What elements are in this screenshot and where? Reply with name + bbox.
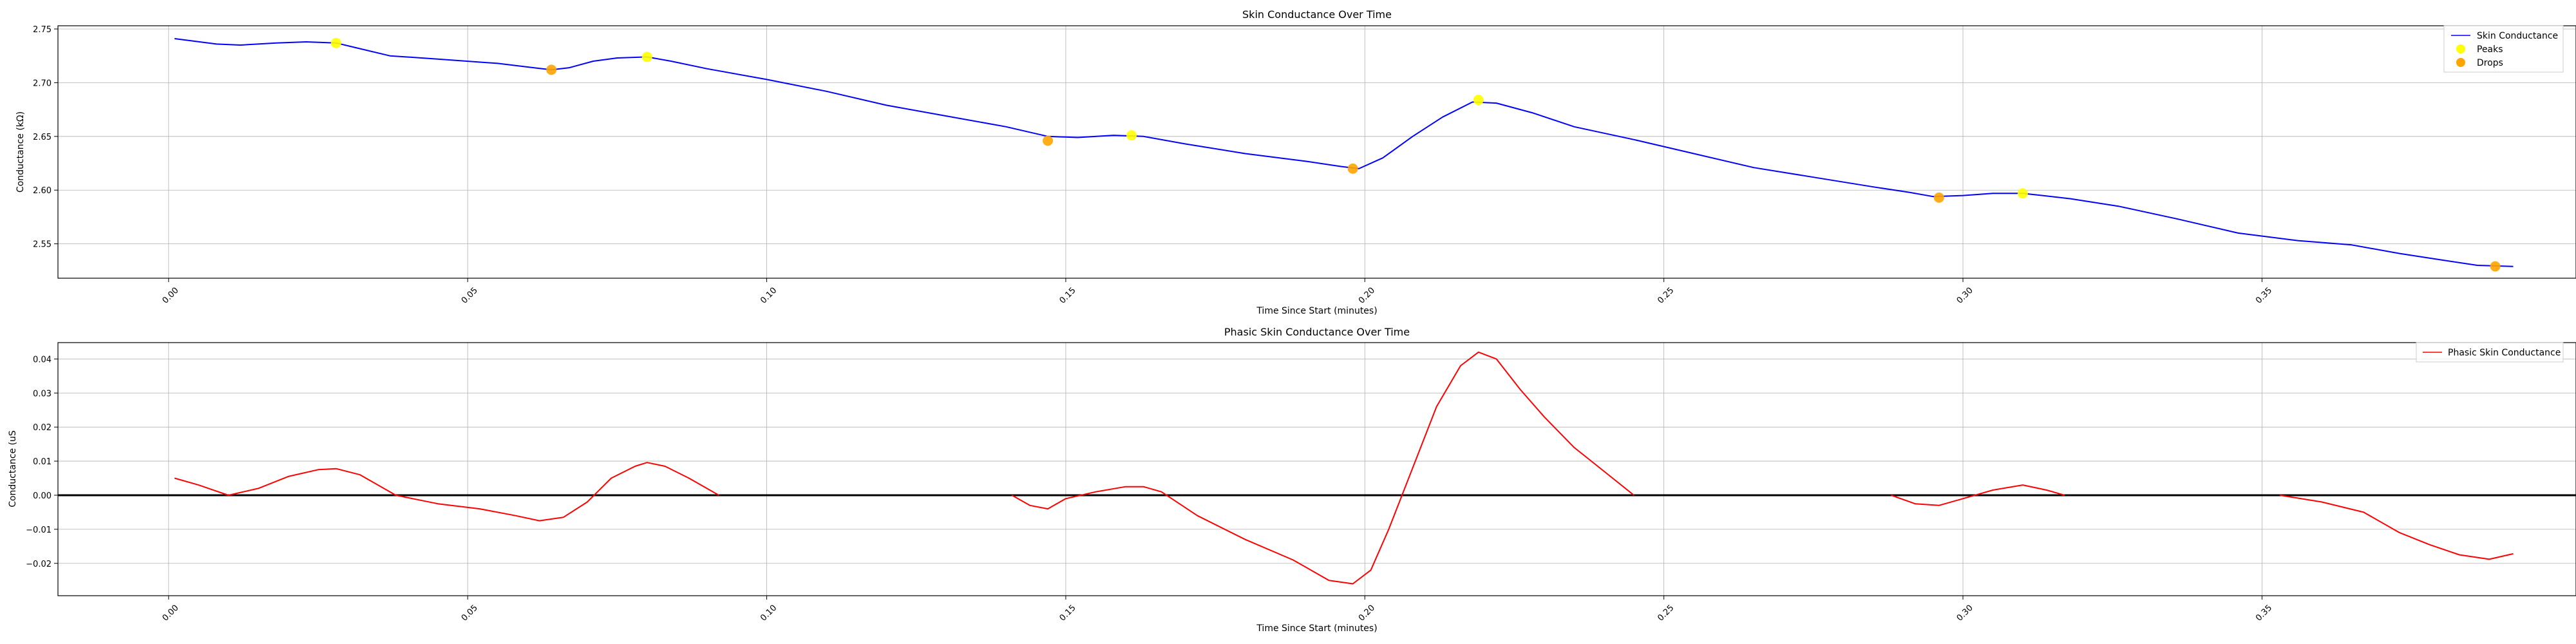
y-tick-label: 2.65 <box>33 133 52 142</box>
plot-area <box>174 351 2514 585</box>
chart-title: Skin Conductance Over Time <box>1242 8 1392 21</box>
y-tick-label: 0.01 <box>33 457 52 467</box>
y-axis-label: Conductance (kΩ) <box>15 111 26 193</box>
scatter-point-drops <box>2490 261 2501 272</box>
legend-label-phasic: Phasic Skin Conductance <box>2448 348 2561 358</box>
y-tick-label: 0.03 <box>33 389 52 399</box>
scatter-point-drops <box>1347 163 1358 174</box>
y-tick-label: 0.02 <box>33 423 52 433</box>
y-tick-label: 0.00 <box>33 491 52 501</box>
scatter-point-peaks <box>330 37 341 48</box>
y-tick-label: 0.04 <box>33 355 52 365</box>
y-axis-label: Conductance (uS <box>8 430 18 507</box>
scatter-point-peaks <box>641 52 652 62</box>
legend-marker-peaks <box>2456 44 2465 53</box>
y-tick-label: −0.01 <box>26 526 52 535</box>
y-tick-label: 2.60 <box>33 186 52 196</box>
chart-title: Phasic Skin Conductance Over Time <box>1224 326 1410 338</box>
legend-label-peaks: Peaks <box>2477 44 2503 55</box>
y-tick-labels: 2.55 2.60 2.65 2.70 2.75 <box>33 25 58 250</box>
scatter-point-peaks <box>1473 95 1484 106</box>
y-tick-label: 2.70 <box>33 79 52 88</box>
scatter-point-peaks <box>2017 188 2028 199</box>
legend-label-skin-conductance: Skin Conductance <box>2477 31 2558 41</box>
legend-label-drops: Drops <box>2477 58 2503 68</box>
y-tick-label: −0.02 <box>26 560 52 569</box>
series-line-0-seg-1 <box>1011 351 1634 585</box>
plot-area <box>174 37 2514 272</box>
y-tick-label: 2.75 <box>33 25 52 35</box>
scatter-point-peaks <box>1126 130 1137 141</box>
x-axis-label: Time Since Start (minutes) <box>1256 623 1377 634</box>
axes-frame <box>57 342 2576 596</box>
axes-frame <box>57 25 2576 279</box>
series-line-0-seg-3 <box>2280 495 2514 560</box>
legend: Skin Conductance Peaks Drops <box>2443 25 2564 73</box>
series-line-0-seg-0 <box>174 462 719 522</box>
scatter-point-drops <box>546 64 557 75</box>
chart-skin-conductance: Skin Conductance Over Time 0.00 0.05 0.10 0… <box>15 8 2576 316</box>
series-line-0-seg-0 <box>174 38 2514 267</box>
scatter-point-drops <box>1043 135 1054 146</box>
y-tick-label: 2.55 <box>33 240 52 250</box>
scatter-point-drops <box>1933 192 1944 203</box>
grid-lines <box>58 26 2576 278</box>
legend: Phasic Skin Conductance <box>2416 342 2564 363</box>
series-line-0-seg-2 <box>1891 484 2065 506</box>
y-tick-labels: −0.02 −0.01 0.00 0.01 0.02 0.03 0.04 <box>26 355 58 569</box>
x-axis-label: Time Since Start (minutes) <box>1256 306 1377 316</box>
legend-marker-drops <box>2456 58 2465 67</box>
